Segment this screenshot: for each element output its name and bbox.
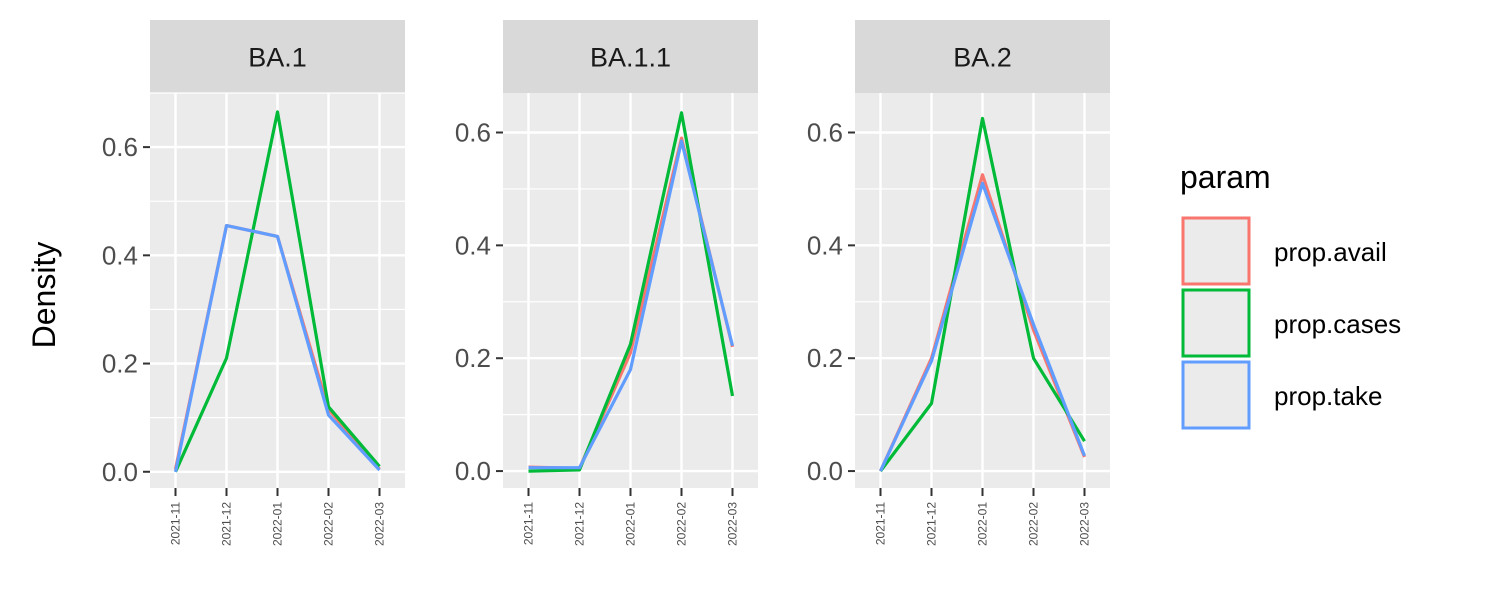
facet-BA.1: BA.1 0.0 0.2 0.4 0.6 2021-11 2021-12 2022-01 202…: [102, 20, 405, 546]
series-line-prop.take: [173, 224, 381, 473]
y-tick-label: 0.2: [102, 349, 138, 379]
facet-strip-label: BA.1.1: [590, 43, 671, 73]
x-tick-label: 2021-12: [220, 502, 234, 546]
facet-strip: [150, 20, 405, 93]
x-tick-label: 2021-11: [874, 502, 888, 545]
series-line-prop.take: [879, 181, 1086, 472]
y-tick-label: 0.6: [102, 132, 138, 162]
facet-strip: [855, 20, 1110, 93]
x-tick-label: 2021-12: [573, 502, 587, 546]
y-axis-label: Density: [26, 242, 62, 349]
x-tick-label: 2022-03: [373, 502, 387, 546]
facet-panels: BA.1 0.0 0.2 0.4 0.6 2021-11 2021-12 2022-01 202…: [102, 20, 1110, 546]
legend-label: prop.avail: [1274, 237, 1387, 267]
x-tick-label: 2022-01: [624, 502, 638, 546]
legend-title: param: [1180, 159, 1271, 195]
x-tick-label: 2021-12: [925, 502, 939, 546]
facet-BA.2: BA.2 0.0 0.2 0.4 0.6 2021-11 2021-12 2022-01 202…: [807, 20, 1110, 546]
y-tick-label: 0.6: [807, 118, 843, 148]
x-tick-label: 2022-01: [976, 502, 990, 546]
legend-label: prop.cases: [1274, 309, 1401, 339]
y-tick-label: 0.6: [455, 118, 491, 148]
facet-strip-label: BA.1: [248, 43, 307, 73]
legend-item-prop.avail: prop.avail: [1181, 216, 1387, 286]
y-tick-label: 0.4: [807, 230, 843, 260]
x-tick-label: 2022-01: [271, 502, 285, 546]
facet-BA.1.1: BA.1.1 0.0 0.2 0.4 0.6 2021-11 2021-12 2022-01 2…: [455, 20, 758, 546]
y-tick-label: 0.0: [102, 457, 138, 487]
x-tick-label: 2022-02: [675, 502, 689, 546]
legend-item-prop.take: prop.take: [1181, 360, 1382, 430]
x-tick-label: 2022-02: [1027, 502, 1041, 546]
y-tick-label: 0.4: [102, 240, 138, 270]
legend-item-prop.cases: prop.cases: [1181, 288, 1401, 358]
facet-strip-label: BA.2: [953, 43, 1012, 73]
x-tick-label: 2022-03: [1078, 502, 1092, 546]
legend-key: [1181, 360, 1251, 430]
y-tick-label: 0.4: [455, 230, 491, 260]
series-line-prop.take: [528, 139, 735, 470]
y-tick-label: 0.2: [455, 343, 491, 373]
series-line-prop.cases: [174, 110, 381, 473]
x-tick-label: 2022-03: [726, 502, 740, 546]
legend: param prop.avail prop.cases prop.take: [1180, 159, 1401, 430]
y-tick-label: 0.0: [455, 456, 491, 486]
x-tick-label: 2022-02: [322, 502, 336, 546]
y-tick-label: 0.0: [807, 456, 843, 486]
series-line-prop.cases: [879, 116, 1086, 473]
legend-key: [1181, 288, 1251, 358]
facet-strip: [503, 20, 758, 93]
x-tick-label: 2021-11: [522, 502, 536, 545]
legend-label: prop.take: [1274, 381, 1382, 411]
y-tick-label: 0.2: [807, 343, 843, 373]
legend-key: [1181, 216, 1251, 286]
x-tick-label: 2021-11: [169, 502, 183, 545]
